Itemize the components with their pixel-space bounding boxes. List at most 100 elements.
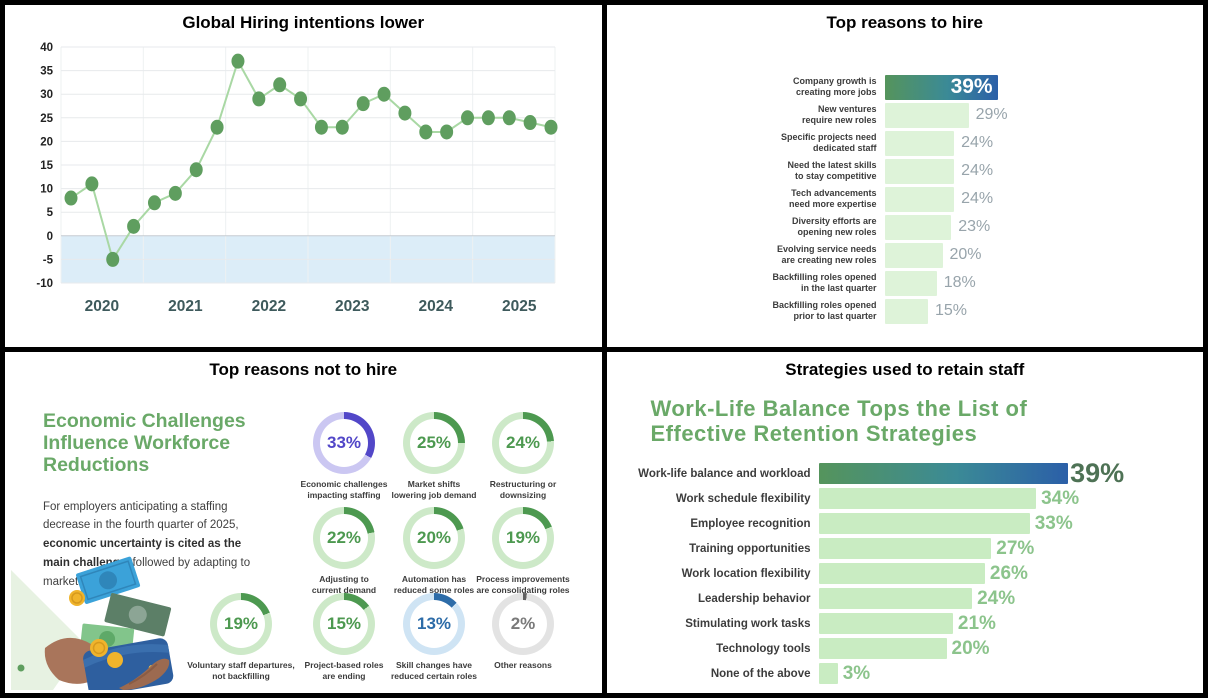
data-point (294, 91, 308, 107)
donut-ring: 2% (492, 592, 554, 655)
data-point (273, 77, 287, 93)
y-tick-label: 40 (40, 42, 53, 54)
data-point (231, 53, 245, 69)
bar (818, 463, 1069, 485)
data-point (377, 86, 391, 102)
donut-label: Skill changes have reduced certain roles (391, 659, 477, 681)
bar (884, 158, 955, 184)
data-point (502, 110, 516, 126)
bar-label: Leadership behavior (698, 592, 811, 605)
not-hire-chart-title: Top reasons not to hire (209, 359, 398, 379)
bar-label: New ventures require new roles (801, 104, 877, 125)
data-point (127, 218, 141, 234)
bar-label: Need the latest skills to stay competitiv… (787, 160, 877, 181)
data-point (85, 176, 99, 192)
donut-ring: 15% (313, 592, 375, 655)
donut-value: 20% (416, 527, 452, 547)
money-wallet-illustration (11, 548, 193, 693)
bar-label: Evolving service needs are creating new r… (776, 244, 877, 265)
data-point (356, 96, 370, 112)
bar-row: Company growth is creating more jobs 39% (607, 73, 1204, 101)
donut-label: Automation has reduced some roles (393, 573, 475, 595)
data-point (168, 185, 182, 201)
bar-row: Employee recognition 33% (607, 511, 1204, 536)
bar-label: Employee recognition (690, 517, 811, 530)
y-tick-label: 35 (40, 66, 53, 78)
bar-label: Work location flexibility (681, 567, 811, 580)
bar-row: Work schedule flexibility 34% (607, 486, 1204, 511)
bar-label: Work-life balance and workload (638, 467, 811, 480)
data-point (440, 124, 454, 140)
bar (884, 270, 937, 296)
y-tick-label: 25 (40, 113, 53, 125)
donut-value: 25% (416, 432, 452, 452)
bar-value: 34% (1041, 487, 1080, 509)
donut-value: 22% (326, 527, 362, 547)
bar-row: Technology tools 20% (607, 636, 1204, 661)
bar-value: 33% (1034, 512, 1073, 534)
bar (818, 563, 985, 585)
bar-value: 21% (957, 612, 996, 634)
data-point (106, 251, 120, 267)
bar (884, 242, 943, 268)
bar-value: 26% (989, 562, 1028, 584)
donut-value: 24% (505, 432, 541, 452)
data-point (419, 124, 433, 140)
bar-value: 23% (958, 218, 991, 235)
bar-label: Backfilling roles opened prior to last qu… (772, 300, 877, 321)
data-point (461, 110, 475, 126)
donut-value: 19% (223, 613, 259, 633)
y-tick-label: -10 (36, 278, 53, 290)
donut-ring: 25% (403, 411, 465, 474)
bar-label: Diversity efforts are opening new roles (791, 216, 877, 237)
donut-cell: 19% Voluntary staff departures, not backfi… (179, 592, 303, 682)
bar (884, 186, 955, 212)
data-point (64, 190, 78, 206)
bar (818, 663, 838, 685)
bar-label: Training opportunities (689, 542, 811, 555)
donut-ring: 24% (492, 411, 554, 474)
donut-ring: 20% (403, 506, 465, 569)
hiring-chart-title: Global Hiring intentions lower (182, 13, 425, 32)
donut-label: Voluntary staff departures, not backfilli… (187, 659, 295, 681)
bar-value: 3% (842, 662, 871, 684)
bar (818, 538, 992, 560)
bar (818, 588, 973, 610)
y-tick-label: 30 (40, 89, 53, 101)
bar-row: Evolving service needs are creating new r… (607, 241, 1204, 269)
donut-cell: 19% Process improvements are consolidating… (461, 506, 585, 596)
donut-value: 33% (326, 432, 362, 452)
bar-row: Specific projects need dedicated staff 24% (607, 129, 1204, 157)
donut-value: 2% (510, 613, 536, 633)
donut-label: Project-based roles are ending (304, 659, 384, 681)
donut-ring: 13% (403, 592, 465, 655)
bar (818, 513, 1030, 535)
bar (818, 638, 947, 660)
donut-value: 13% (416, 613, 452, 633)
data-point (189, 162, 203, 178)
donut-cell: 22% Adjusting to current demand (282, 506, 406, 596)
bar (884, 214, 952, 240)
y-tick-label: 15 (40, 160, 53, 172)
bar-row: Leadership behavior 24% (607, 586, 1204, 611)
bar (818, 488, 1037, 510)
donut-label: Process improvements are consolidating ro… (476, 573, 570, 595)
bar-label: Backfilling roles opened in the last quar… (772, 272, 877, 293)
donut-ring: 22% (313, 506, 375, 569)
economic-challenges-heading: Economic Challenges Influence Workforce … (43, 409, 246, 477)
data-point (314, 119, 328, 135)
donut-cell: 20% Automation has reduced some roles (372, 506, 496, 596)
x-year-label: 2025 (502, 298, 537, 315)
hire-chart-title: Top reasons to hire (826, 13, 984, 32)
data-point (523, 115, 537, 131)
bar-value: 24% (977, 587, 1016, 609)
data-point (335, 119, 349, 135)
bar-value: 20% (951, 637, 990, 659)
donut-label: Other reasons (494, 659, 552, 670)
bar-row: Backfilling roles opened prior to last qu… (607, 297, 1204, 325)
quadrant-hiring-intentions: Global Hiring intentions lower 40 35 30 25 2… (5, 5, 602, 347)
bar-label: Tech advancements need more expertise (788, 188, 877, 209)
bar-row: Diversity efforts are opening new roles 23… (607, 213, 1204, 241)
bar-row: Work-life balance and workload 39% (607, 458, 1204, 488)
